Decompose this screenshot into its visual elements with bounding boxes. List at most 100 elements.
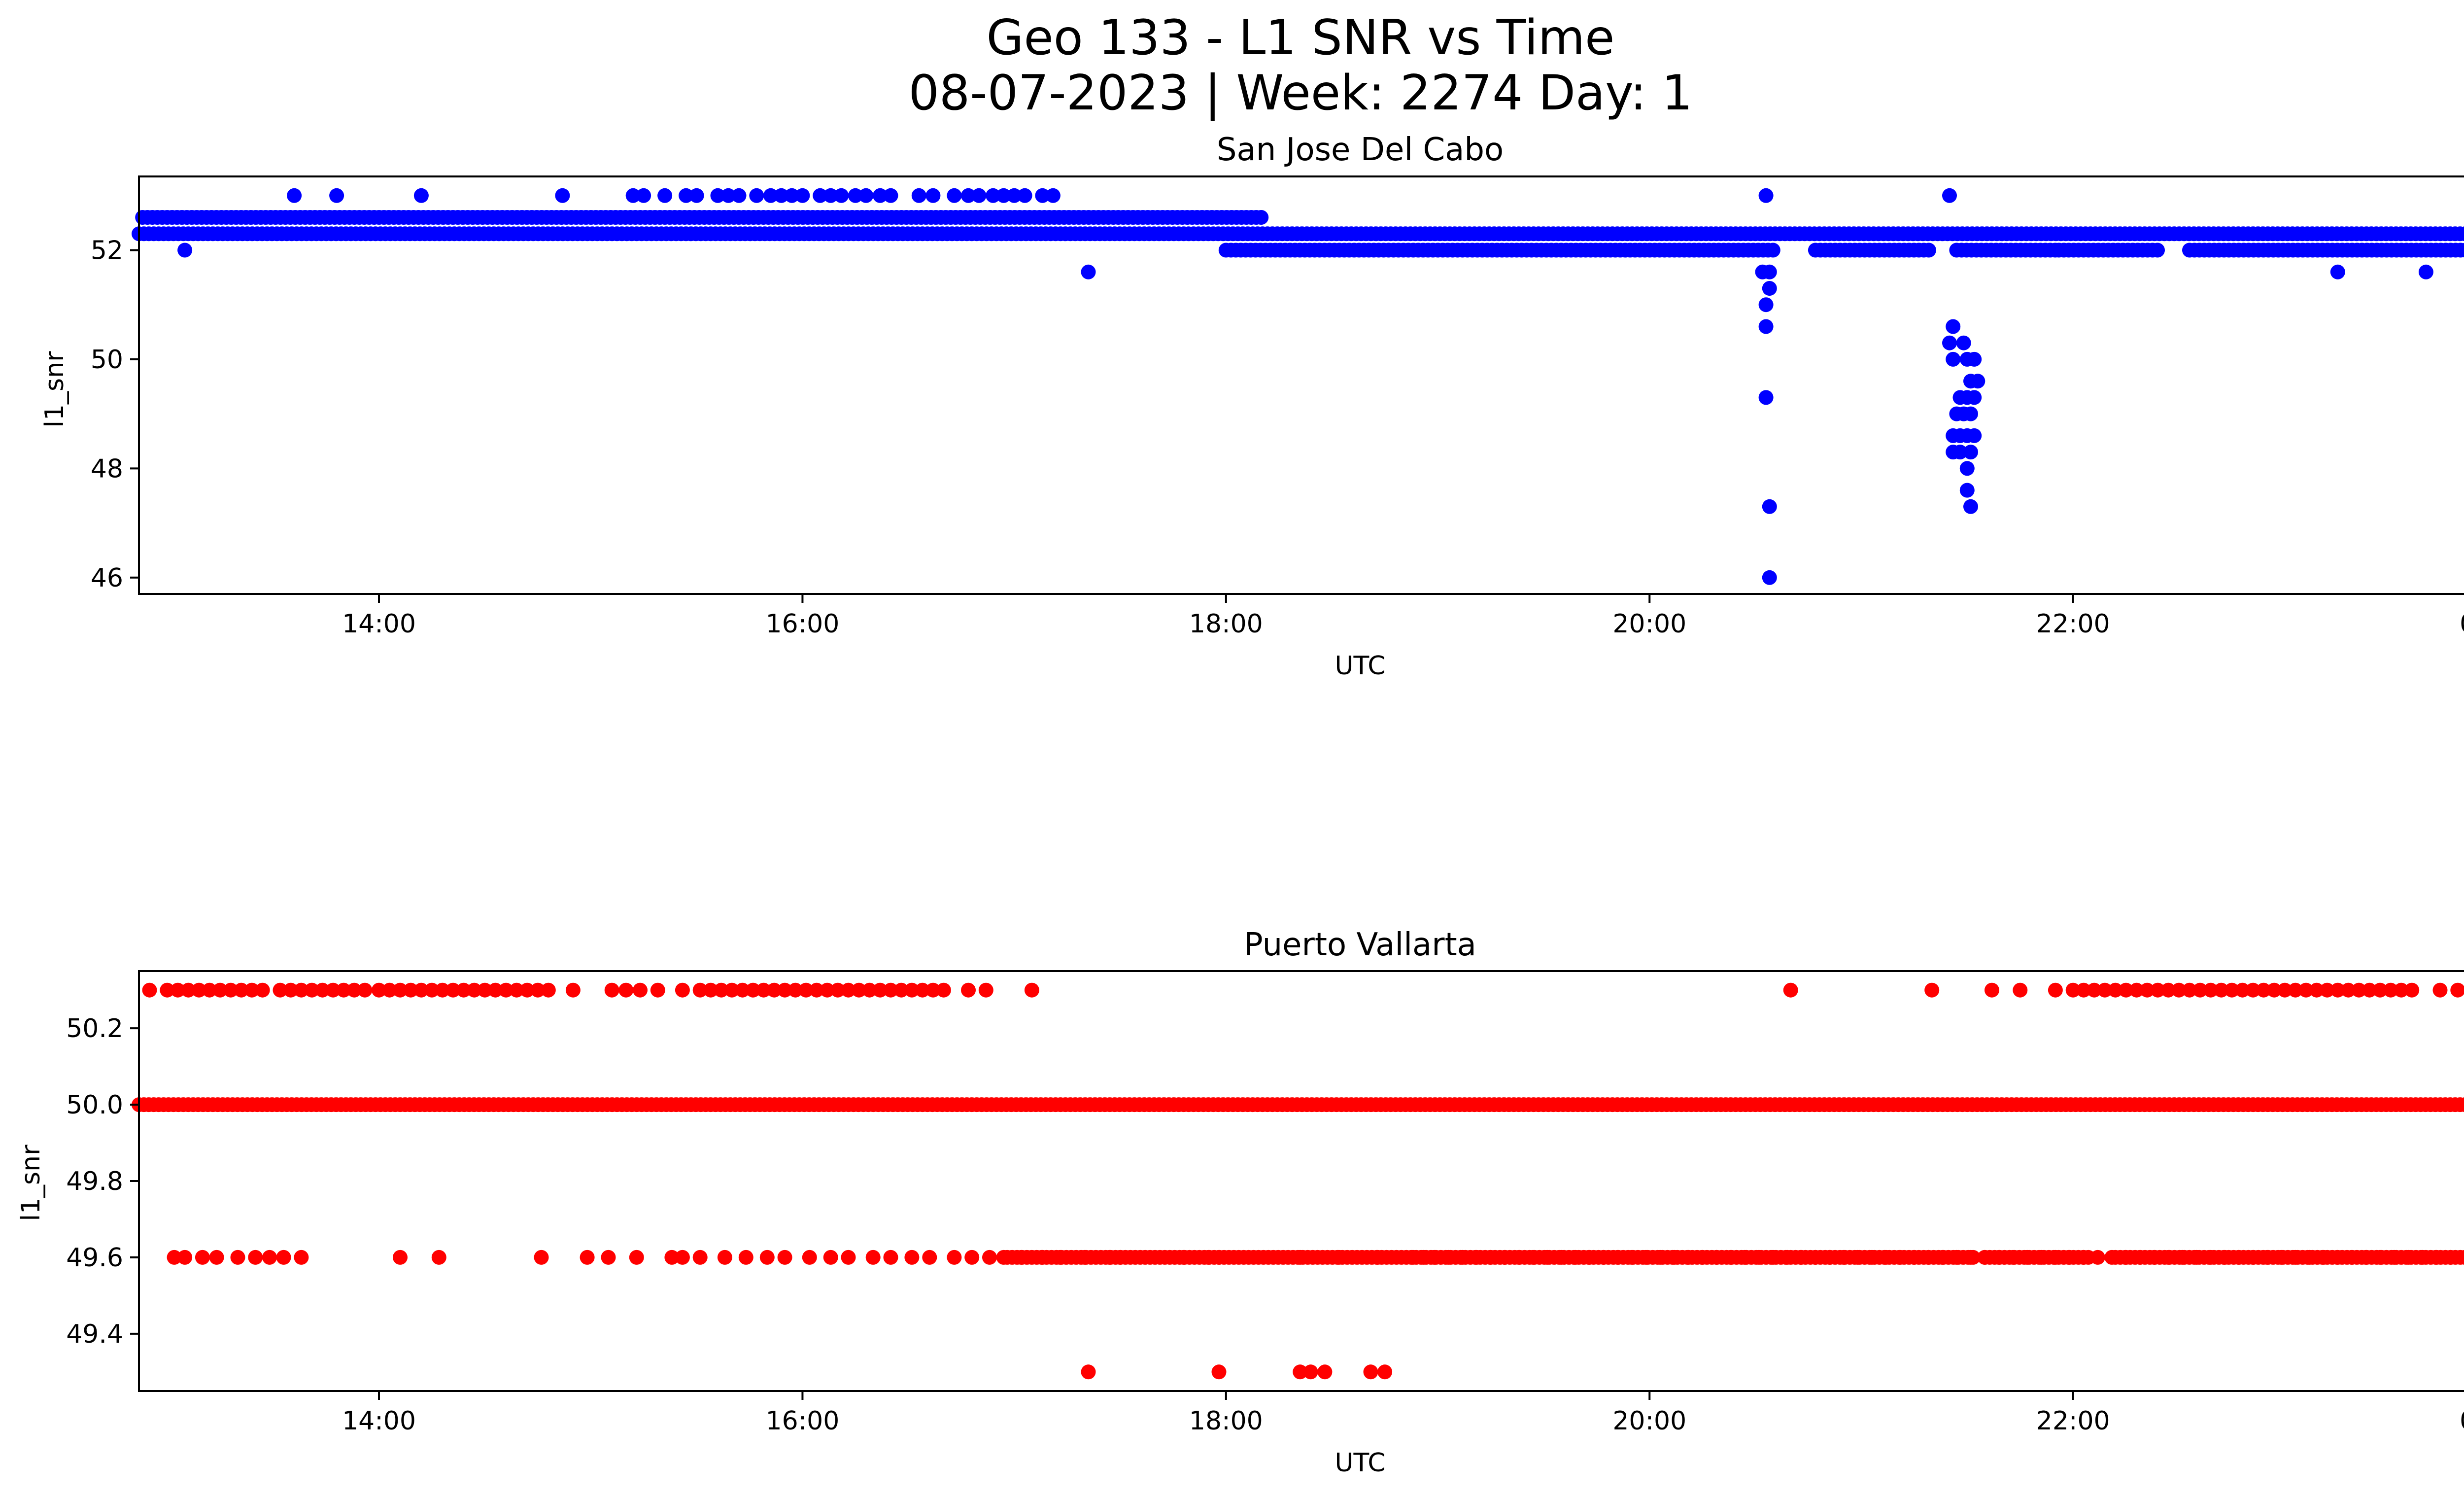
data-point	[2048, 1250, 2063, 1265]
data-point	[1879, 1250, 1894, 1265]
data-point	[873, 188, 888, 203]
data-point	[1758, 297, 1774, 313]
data-point	[692, 1250, 708, 1265]
data-point	[2203, 982, 2218, 998]
data-point	[1017, 188, 1032, 203]
data-point	[2013, 982, 2028, 998]
x-tick-label: 22:00	[2036, 609, 2110, 639]
data-point	[248, 1250, 263, 1265]
data-point	[2171, 982, 2187, 998]
data-point	[1416, 1250, 1431, 1265]
data-point	[2161, 982, 2176, 998]
data-point	[1293, 1250, 1308, 1265]
data-point	[244, 982, 260, 998]
data-point	[1211, 1250, 1227, 1265]
data-point	[809, 982, 824, 998]
data-point	[883, 1250, 898, 1265]
data-point	[142, 982, 157, 998]
data-point	[1211, 1364, 1227, 1380]
data-point	[509, 982, 524, 998]
data-point	[1405, 1250, 1421, 1265]
data-point	[2203, 1250, 2218, 1265]
scatter-points	[132, 188, 2464, 585]
data-point	[2320, 982, 2335, 998]
data-point	[170, 982, 185, 998]
data-point-band	[2463, 229, 2464, 239]
data-point	[2259, 1250, 2275, 1265]
data-point	[1317, 1364, 1333, 1380]
y-axis-label: l1_snr	[16, 1145, 46, 1221]
data-point	[336, 982, 351, 998]
data-point	[1952, 445, 1968, 460]
plot-frame	[138, 970, 2464, 1392]
data-point	[519, 982, 535, 998]
data-point	[287, 188, 302, 203]
data-point	[1946, 351, 1961, 367]
data-point	[2383, 982, 2398, 998]
data-point	[1441, 1250, 1456, 1265]
data-point	[759, 1250, 775, 1265]
data-point	[1967, 428, 1982, 443]
data-point	[1695, 1250, 1710, 1265]
data-point	[2372, 1250, 2388, 1265]
data-point	[160, 982, 175, 998]
data-point	[978, 982, 993, 998]
data-point	[2161, 1250, 2176, 1265]
x-tick-label: 22:00	[2036, 1406, 2110, 1436]
data-point	[1921, 1250, 1936, 1265]
data-point	[1956, 335, 1971, 350]
data-point	[735, 982, 750, 998]
data-point	[784, 188, 799, 203]
data-point	[191, 982, 206, 998]
data-point	[1762, 264, 1777, 279]
data-point	[1762, 499, 1777, 514]
data-point	[346, 982, 362, 998]
data-point	[830, 982, 845, 998]
data-point	[1554, 1250, 1569, 1265]
data-point	[724, 982, 740, 998]
data-point	[2217, 1250, 2232, 1265]
panel-title: San Jose Del Cabo	[1217, 132, 1504, 168]
data-point	[2330, 1250, 2345, 1265]
y-tick-label: 50.2	[66, 1014, 123, 1043]
data-point	[276, 1250, 291, 1265]
data-point	[2182, 982, 2197, 998]
data-point	[1822, 1250, 1837, 1265]
data-point	[1014, 1250, 1029, 1265]
data-point	[746, 982, 761, 998]
data-point	[894, 982, 909, 998]
data-point	[2132, 1250, 2148, 1265]
data-point	[2048, 982, 2063, 998]
data-point	[2359, 1250, 2374, 1265]
data-point	[798, 982, 814, 998]
data-point	[534, 1250, 549, 1265]
y-axis-ticks: 46 48 50 52	[91, 236, 139, 593]
data-point-band	[1921, 243, 1936, 258]
data-point	[911, 188, 926, 203]
data-point	[2288, 982, 2303, 998]
data-point	[315, 982, 330, 998]
data-point	[1035, 188, 1050, 203]
data-point	[2443, 1250, 2458, 1265]
data-point	[858, 188, 874, 203]
data-point	[823, 188, 838, 203]
data-point	[1780, 1250, 1795, 1265]
data-point	[1762, 281, 1777, 296]
data-point	[1907, 1250, 1922, 1265]
data-point	[2298, 982, 2314, 998]
data-point	[1201, 1250, 1216, 1265]
data-point	[1024, 982, 1039, 998]
data-point	[1525, 1250, 1540, 1265]
data-point	[1758, 319, 1774, 334]
data-point	[255, 982, 270, 998]
x-tick-label: 14:00	[342, 609, 416, 639]
data-point	[657, 188, 673, 203]
data-point	[2432, 982, 2448, 998]
x-tick-label: 18:00	[1189, 1406, 1263, 1436]
data-point	[1293, 1364, 1308, 1380]
data-point	[177, 1250, 193, 1265]
data-point-band	[2150, 243, 2165, 258]
data-point	[1977, 1250, 1992, 1265]
data-point	[2362, 982, 2377, 998]
y-tick-label: 50	[91, 345, 123, 375]
